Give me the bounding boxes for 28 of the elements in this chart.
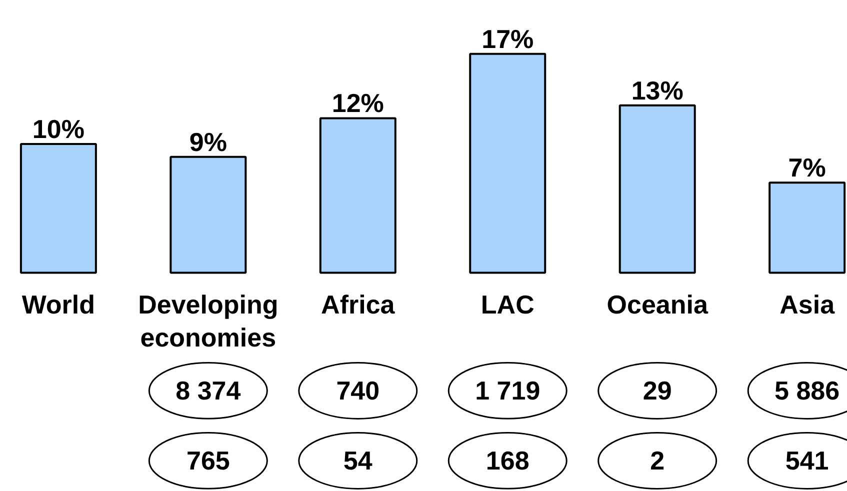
bar: [20, 142, 97, 274]
data-label: 13%: [631, 75, 684, 106]
x-tick-label: Asia: [780, 290, 836, 320]
x-tick-label: LAC: [480, 290, 535, 320]
data-label: 10%: [32, 114, 84, 144]
text: 541: [785, 446, 829, 476]
data-label: 12%: [332, 88, 384, 118]
text: 740: [336, 376, 380, 406]
text: 765: [186, 446, 230, 476]
data-label: 7%: [788, 152, 826, 183]
x-tick-label: Africa: [321, 290, 396, 320]
bar: [469, 52, 546, 274]
bar: [319, 117, 396, 274]
text: 1 719: [475, 376, 540, 406]
text: 29: [642, 376, 672, 406]
text: 54: [343, 446, 373, 476]
text: 168: [486, 446, 530, 476]
x-tick-label: Oceania: [606, 290, 708, 320]
data-label: 9%: [189, 126, 227, 157]
text: 5 886: [774, 376, 840, 406]
x-tick-label: Developing economies: [138, 290, 278, 353]
text: 2: [650, 446, 665, 476]
bar: [768, 182, 846, 274]
text: 8 374: [176, 376, 242, 406]
bar: [618, 104, 696, 274]
data-label: 17%: [482, 24, 534, 54]
bar: [170, 156, 247, 274]
x-tick-label: World: [22, 290, 96, 320]
